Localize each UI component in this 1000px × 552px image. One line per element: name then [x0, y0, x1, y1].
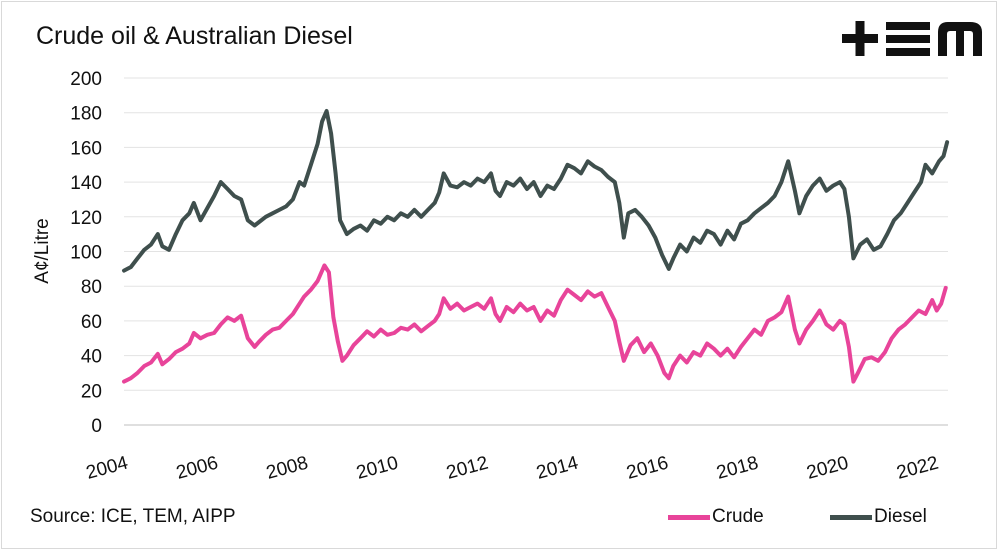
- x-tick-label: 2022: [895, 453, 941, 484]
- x-tick-label: 2016: [624, 453, 670, 484]
- y-tick-label: 0: [91, 416, 102, 437]
- source-note: Source: ICE, TEM, AIPP: [30, 506, 236, 527]
- series-line-crude: [122, 263, 948, 384]
- legend-swatch-crude: [668, 514, 710, 520]
- y-tick-label: 140: [70, 173, 102, 194]
- y-tick-label: 160: [70, 138, 102, 159]
- legend-swatch-diesel: [830, 514, 872, 520]
- legend-label-crude: Crude: [712, 506, 764, 527]
- y-tick-label: 200: [70, 69, 102, 90]
- series-line-diesel: [122, 109, 950, 273]
- x-tick-label: 2020: [804, 453, 850, 484]
- chart-title: Crude oil & Australian Diesel: [36, 22, 353, 50]
- legend-item-diesel: Diesel: [830, 506, 927, 528]
- y-tick-label: 40: [81, 347, 102, 368]
- y-tick-label: 120: [70, 208, 102, 229]
- x-tick-label: 2004: [84, 452, 131, 483]
- x-tick-label: 2018: [714, 453, 760, 484]
- y-tick-label: 80: [81, 277, 102, 298]
- legend-label-diesel: Diesel: [874, 506, 927, 527]
- y-tick-label: 60: [81, 312, 102, 333]
- legend-item-crude: Crude: [668, 506, 764, 528]
- x-tick-label: 2010: [354, 453, 400, 484]
- x-tick-label: 2008: [264, 453, 310, 484]
- tem-logo-icon: [842, 21, 982, 56]
- y-tick-label: 180: [70, 104, 102, 125]
- y-tick-label: 20: [81, 381, 102, 402]
- y-tick-label: 100: [70, 243, 102, 264]
- y-axis-label: A¢/Litre: [32, 218, 53, 283]
- x-tick-label: 2014: [534, 452, 581, 483]
- x-tick-label: 2006: [174, 453, 220, 484]
- x-tick-label: 2012: [444, 453, 490, 484]
